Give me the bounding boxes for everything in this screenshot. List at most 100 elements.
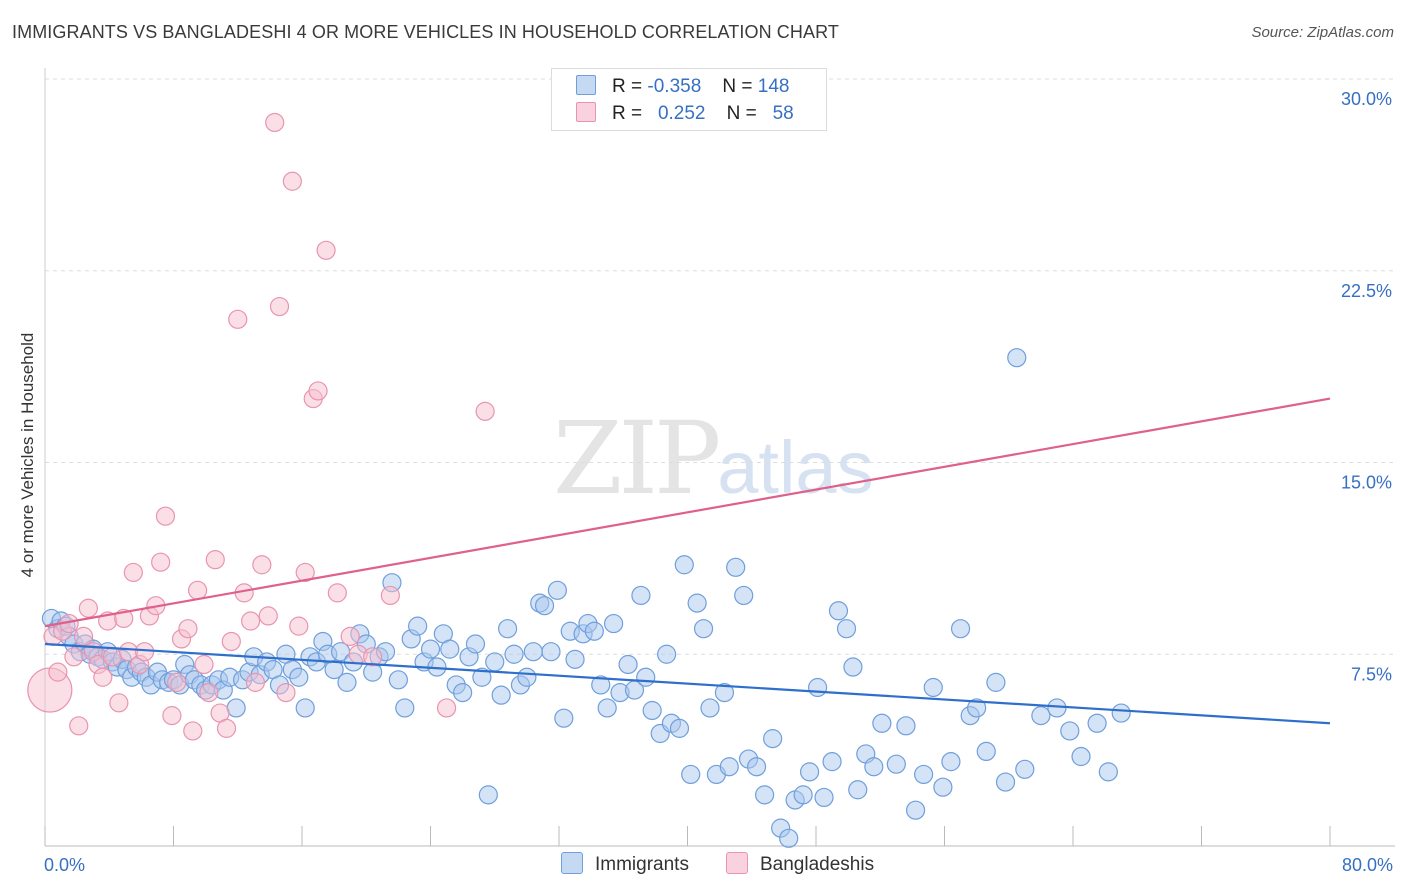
immigrants-point: [534, 596, 555, 616]
immigrants-point: [523, 642, 543, 662]
immigrants-point: [289, 667, 309, 687]
immigrants-point: [472, 667, 492, 687]
immigrants-point: [793, 785, 813, 805]
watermark-zip: ZIP: [553, 400, 721, 517]
immigrants-point: [886, 754, 906, 774]
immigrants-point: [642, 700, 662, 721]
immigrants-point: [799, 762, 820, 782]
source-label: Source: ZipAtlas.com: [1251, 24, 1394, 41]
immigrants-point: [1098, 762, 1118, 782]
legend-n-value: 148: [757, 76, 790, 97]
immigrants-point: [597, 698, 617, 718]
bangladeshis-point: [162, 706, 182, 726]
immigrants-point: [814, 787, 834, 808]
bangladeshis-point: [73, 626, 94, 646]
bangladeshis-point: [475, 401, 495, 421]
immigrants-point: [976, 741, 996, 762]
y-tick-label: 30.0%: [1341, 89, 1392, 109]
bangladeshis-point: [64, 647, 84, 667]
immigrants-point: [914, 764, 934, 785]
immigrants-point: [693, 619, 714, 639]
y-tick-label: 15.0%: [1341, 473, 1392, 493]
bangladeshis-point: [178, 619, 198, 639]
immigrants-point: [554, 708, 574, 728]
immigrants-point: [440, 639, 460, 659]
bangladeshis-swatch: [576, 102, 596, 122]
bangladeshis-point: [48, 662, 68, 682]
immigrants-point: [950, 619, 971, 639]
bottom-legend-immigrants: Immigrants: [561, 852, 689, 876]
bangladeshis-point: [276, 682, 296, 703]
bangladeshis-point: [155, 506, 176, 526]
immigrants-point: [995, 772, 1016, 792]
immigrants-point: [657, 644, 677, 664]
immigrants-point: [388, 670, 408, 690]
legend-r-value: 0.252: [657, 103, 706, 124]
legend-label-immigrants: Immigrants: [595, 854, 689, 875]
immigrants-point: [763, 729, 783, 749]
immigrants-point: [295, 698, 315, 718]
x-tick-label: 80.0%: [1342, 855, 1393, 875]
immigrants-point: [1060, 721, 1080, 741]
immigrants-point: [1007, 348, 1027, 368]
immigrants-point: [822, 752, 842, 772]
immigrants-point: [631, 585, 651, 606]
immigrants-point: [923, 677, 943, 698]
immigrants-point: [714, 682, 735, 703]
immigrants-point: [1111, 703, 1131, 723]
immigrants-point: [324, 659, 344, 680]
bangladeshis-point: [194, 654, 214, 675]
immigrants-point: [687, 593, 707, 613]
x-tick-label: 0.0%: [44, 855, 85, 875]
immigrants-point: [618, 654, 638, 675]
immigrants-point: [779, 828, 799, 848]
immigrants-point: [453, 682, 473, 703]
bangladeshis-point: [265, 112, 285, 133]
immigrants-point: [337, 672, 357, 692]
bangladeshis-point: [228, 309, 248, 329]
immigrants-point: [584, 621, 604, 641]
immigrants-point: [746, 757, 767, 777]
immigrants-point: [226, 698, 246, 718]
bangladeshis-trend-line: [44, 397, 1331, 628]
immigrants-point: [828, 601, 849, 621]
bangladeshis-point: [295, 562, 315, 583]
immigrants-point: [1047, 698, 1067, 718]
points-layer: [27, 112, 1131, 848]
immigrants-point: [517, 667, 537, 687]
tick-label-layer: 7.5% 15.0% 22.5% 30.0% 0.0% 80.0%: [44, 89, 1393, 875]
bangladeshis-point: [183, 721, 203, 741]
immigrants-point: [604, 613, 624, 634]
immigrants-point: [547, 580, 567, 600]
immigrants-point: [498, 619, 518, 639]
immigrants-point: [1015, 759, 1035, 779]
bangladeshis-point: [69, 716, 89, 736]
immigrants-point: [681, 764, 701, 785]
immigrants-point: [896, 716, 916, 736]
immigrants-point: [478, 785, 498, 805]
bangladeshis-point: [187, 580, 208, 600]
bangladeshis-point: [123, 562, 143, 583]
immigrants-point: [726, 557, 746, 577]
bangladeshis-point: [327, 583, 347, 603]
bangladeshis-point: [269, 296, 290, 317]
bangladeshis-point: [216, 718, 237, 738]
immigrants-point: [872, 713, 892, 733]
axis-layer: [44, 68, 1395, 847]
bangladeshis-point: [205, 550, 225, 570]
immigrants-point: [674, 555, 694, 575]
immigrants-point: [1031, 706, 1051, 726]
immigrants-swatch: [576, 75, 596, 95]
legend-row-immigrants: R = -0.358 N = 148: [576, 75, 789, 99]
legend-label-bangladeshis: Bangladeshis: [760, 854, 875, 875]
immigrants-point: [485, 652, 505, 672]
immigrants-point: [1087, 713, 1107, 733]
bangladeshis-point: [241, 611, 261, 631]
immigrants-swatch: [561, 852, 583, 874]
bangladeshis-point: [245, 672, 266, 692]
bangladeshis-point: [316, 240, 336, 260]
immigrants-point: [700, 698, 720, 718]
immigrants-point: [864, 757, 884, 777]
legend-n-label: N =: [722, 76, 753, 97]
